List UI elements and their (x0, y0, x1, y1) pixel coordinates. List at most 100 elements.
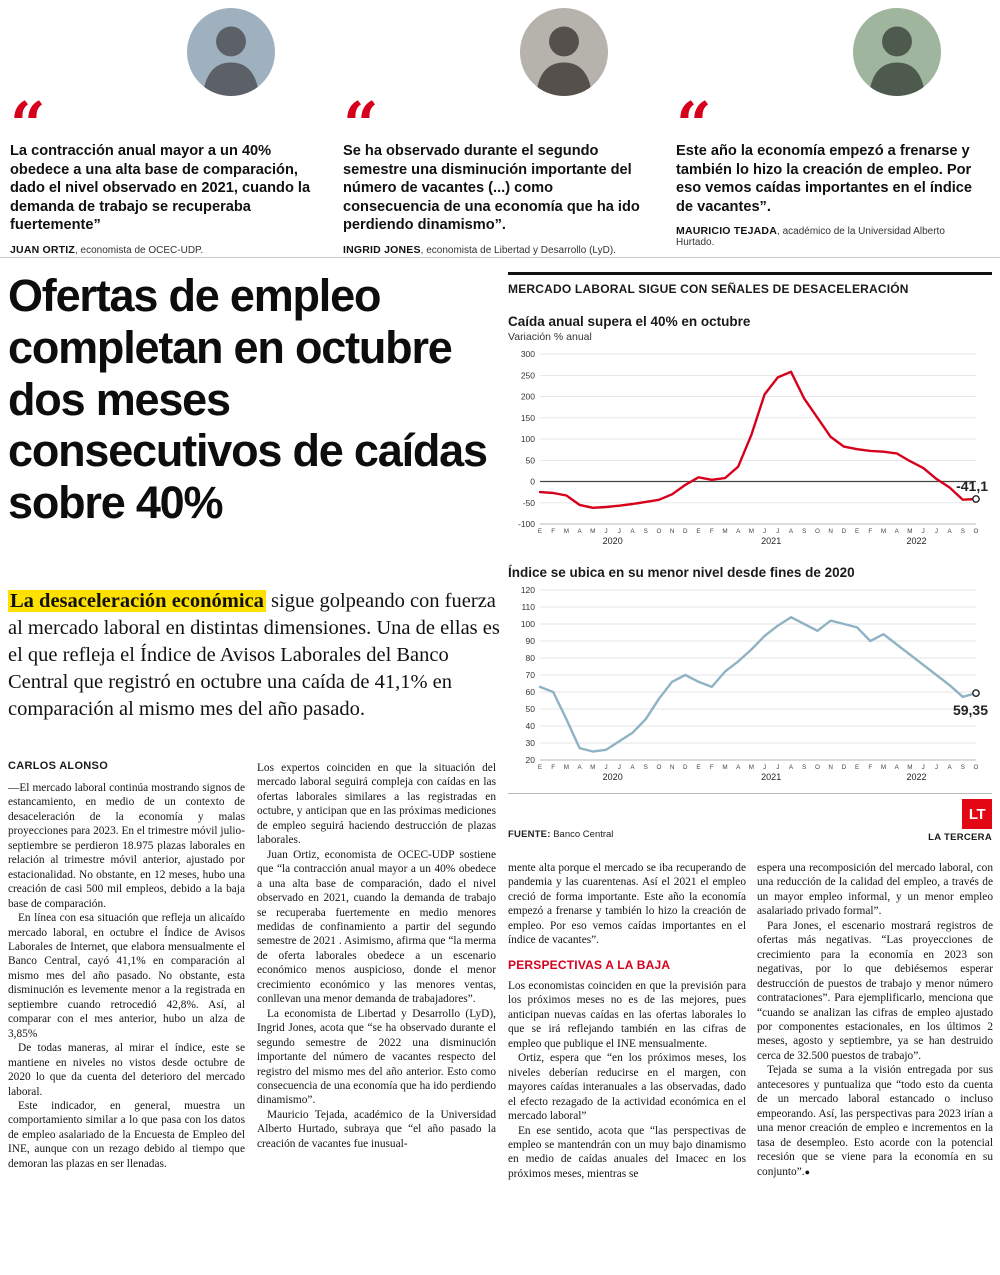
svg-text:60: 60 (526, 687, 536, 697)
svg-text:J: J (605, 764, 608, 771)
chart1-title: Caída anual supera el 40% en octubre (508, 314, 751, 329)
svg-text:E: E (855, 528, 859, 535)
svg-text:E: E (538, 764, 542, 771)
svg-text:S: S (802, 528, 806, 535)
chart2-title: Índice se ubica en su menor nivel desde … (508, 565, 855, 580)
quote-author-role: , académico de la Universidad Alberto Hu… (676, 226, 945, 249)
svg-text:J: J (763, 764, 766, 771)
svg-text:100: 100 (521, 619, 535, 629)
quote-text: Se ha observado durante el segundo semes… (343, 143, 640, 234)
svg-text:A: A (577, 528, 582, 535)
svg-text:M: M (749, 528, 754, 535)
svg-text:150: 150 (521, 413, 535, 423)
source-label: FUENTE: (508, 829, 551, 840)
svg-text:N: N (828, 528, 833, 535)
source-value: Banco Central (550, 829, 614, 840)
charts-panel-header: MERCADO LABORAL SIGUE CON SEÑALES DE DES… (508, 282, 909, 296)
svg-text:O: O (656, 528, 661, 535)
paragraph: Los economistas coinciden en que la prev… (508, 980, 746, 1050)
chart-source: FUENTE: Banco Central (508, 829, 613, 843)
paragraph: —El mercado laboral continúa mostrando s… (8, 782, 245, 910)
quote-attribution: MAURICIO TEJADA, académico de la Univers… (676, 225, 983, 248)
svg-text:F: F (868, 764, 872, 771)
svg-text:J: J (935, 764, 938, 771)
svg-text:J: J (935, 528, 938, 535)
paragraph: Los expertos coinciden en que la situaci… (257, 762, 496, 847)
paragraph: Tejada se suma a la visión entregada por… (757, 1063, 993, 1179)
svg-text:M: M (722, 764, 727, 771)
svg-text:40: 40 (526, 721, 536, 731)
avatar-ingrid-jones (520, 8, 608, 96)
paragraph: Para Jones, el escenario mostrará regist… (757, 919, 993, 1062)
svg-text:M: M (722, 528, 727, 535)
article-end-mark: ● (804, 1166, 811, 1177)
svg-text:S: S (644, 764, 648, 771)
paragraph: Ortiz, espera que “en los próximos meses… (508, 1052, 746, 1123)
svg-text:S: S (644, 528, 648, 535)
svg-text:A: A (736, 528, 741, 535)
svg-text:J: J (776, 764, 779, 771)
quote-author-role: , economista de Libertad y Desarrollo (L… (420, 244, 616, 256)
svg-text:-41,1: -41,1 (956, 478, 988, 494)
svg-text:M: M (564, 528, 569, 535)
svg-text:50: 50 (526, 704, 536, 714)
svg-text:110: 110 (521, 602, 535, 612)
svg-text:J: J (618, 764, 621, 771)
svg-text:J: J (776, 528, 779, 535)
body-column-2: Los expertos coinciden en que la situaci… (257, 761, 496, 1151)
paragraph: La economista de Libertad y Desarrollo (… (257, 1007, 496, 1107)
svg-text:A: A (895, 528, 900, 535)
credit-name: LA TERCERA (928, 832, 992, 843)
quote-card-ingrid-jones: “ Se ha observado durante el segundo sem… (333, 0, 666, 256)
svg-text:A: A (577, 764, 582, 771)
svg-text:O: O (815, 764, 820, 771)
avatar-juan-ortiz (187, 8, 275, 96)
svg-text:S: S (961, 764, 965, 771)
svg-text:300: 300 (521, 349, 535, 359)
svg-text:O: O (974, 764, 979, 771)
labor-market-charts-panel: MERCADO LABORAL SIGUE CON SEÑALES DE DES… (508, 272, 992, 843)
svg-text:2022: 2022 (906, 772, 926, 782)
svg-text:M: M (590, 764, 595, 771)
svg-text:J: J (763, 528, 766, 535)
svg-text:-50: -50 (523, 498, 536, 508)
svg-text:F: F (710, 528, 714, 535)
svg-text:F: F (551, 764, 555, 771)
quote-attribution: INGRID JONES, economista de Libertad y D… (343, 244, 650, 256)
body-column-3: mente alta porque el mercado se iba recu… (508, 861, 746, 1181)
svg-text:E: E (855, 764, 859, 771)
svg-text:D: D (683, 764, 688, 771)
svg-text:S: S (802, 764, 806, 771)
svg-text:S: S (961, 528, 965, 535)
chart-source-row: FUENTE: Banco Central LT LA TERCERA (508, 793, 992, 843)
quote-icon: “ (676, 88, 712, 161)
svg-text:J: J (618, 528, 621, 535)
paragraph: espera una recomposición del mercado lab… (757, 862, 993, 918)
section-divider (0, 257, 1000, 258)
svg-text:J: J (922, 528, 925, 535)
person-silhouette-icon (868, 26, 926, 96)
svg-text:20: 20 (526, 755, 536, 765)
svg-text:A: A (789, 528, 794, 535)
person-silhouette-icon (535, 26, 593, 96)
svg-text:120: 120 (521, 585, 535, 595)
person-silhouette-icon (202, 26, 260, 96)
subhead-perspectivas: PERSPECTIVAS A LA BAJA (508, 957, 671, 972)
svg-text:100: 100 (521, 434, 535, 444)
svg-text:80: 80 (526, 653, 536, 663)
paragraph: mente alta porque el mercado se iba recu… (508, 862, 746, 947)
paragraph: Mauricio Tejada, académico de la Univers… (257, 1108, 496, 1150)
article-lead: La desaceleración económica sigue golpea… (8, 588, 500, 723)
svg-text:O: O (656, 764, 661, 771)
svg-text:D: D (683, 528, 688, 535)
svg-text:D: D (842, 764, 847, 771)
svg-text:A: A (736, 764, 741, 771)
svg-text:F: F (551, 528, 555, 535)
svg-text:A: A (947, 528, 952, 535)
svg-text:-100: -100 (518, 519, 535, 529)
svg-text:59,35: 59,35 (953, 702, 988, 718)
svg-text:M: M (881, 528, 886, 535)
